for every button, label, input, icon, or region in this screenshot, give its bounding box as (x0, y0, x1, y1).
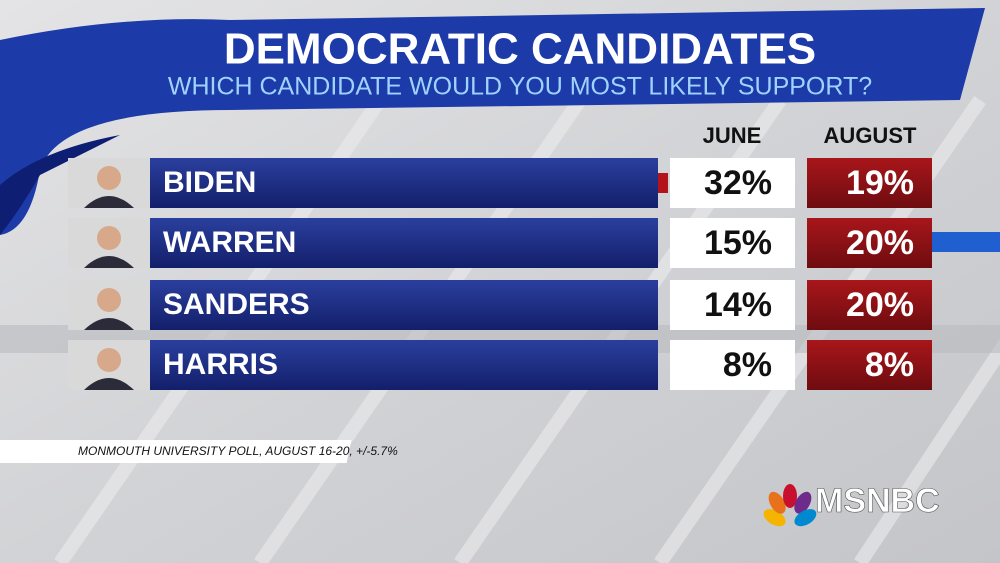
source: MONMOUTH UNIVERSITY POLL, AUGUST 16-20, … (78, 444, 398, 458)
candidate-name: SANDERS (163, 288, 310, 321)
photo-body (84, 318, 134, 330)
june-value: 15% (704, 224, 772, 262)
rows: BIDEN 32% 19% WARREN 15% 20% SANDERS 14% 20% HARR… (68, 158, 932, 390)
peacock-icon (763, 484, 817, 527)
photo-body (84, 378, 134, 390)
photo-head (97, 288, 121, 312)
ribbon-fold (0, 135, 120, 235)
june-cell (670, 280, 795, 330)
june-value: 14% (704, 286, 772, 324)
photo-head (97, 166, 121, 190)
name-bar (150, 340, 658, 390)
august-cell (807, 158, 932, 208)
june-cell (670, 218, 795, 268)
bar-accent (658, 173, 668, 193)
photo-head (97, 348, 121, 372)
photo-body (84, 196, 134, 208)
source-box (0, 440, 352, 463)
august-cell (807, 280, 932, 330)
title: DEMOCRATIC CANDIDATES (224, 25, 816, 74)
june-cell (670, 340, 795, 390)
logo: MSNBC (815, 482, 940, 520)
june-value: 32% (704, 164, 772, 202)
june-value: 8% (723, 346, 772, 384)
name-bar (150, 218, 658, 268)
candidate-name: BIDEN (163, 166, 256, 199)
august-cell (807, 218, 932, 268)
name-bar (150, 158, 658, 208)
june-cell (670, 158, 795, 208)
column-header: JUNE (703, 123, 762, 148)
august-value: 8% (865, 346, 914, 384)
photo-body (84, 256, 134, 268)
august-value: 19% (846, 164, 914, 202)
subtitle: WHICH CANDIDATE WOULD YOU MOST LIKELY SU… (168, 73, 872, 101)
august-cell (807, 340, 932, 390)
august-value: 20% (846, 286, 914, 324)
candidate-name: HARRIS (163, 348, 278, 381)
name-bar (150, 280, 658, 330)
title-ribbon (0, 8, 985, 235)
column-header: AUGUST (824, 123, 917, 148)
background-accent (930, 232, 1000, 252)
candidate-name: WARREN (163, 226, 296, 259)
august-value: 20% (846, 224, 914, 262)
photo-head (97, 226, 121, 250)
